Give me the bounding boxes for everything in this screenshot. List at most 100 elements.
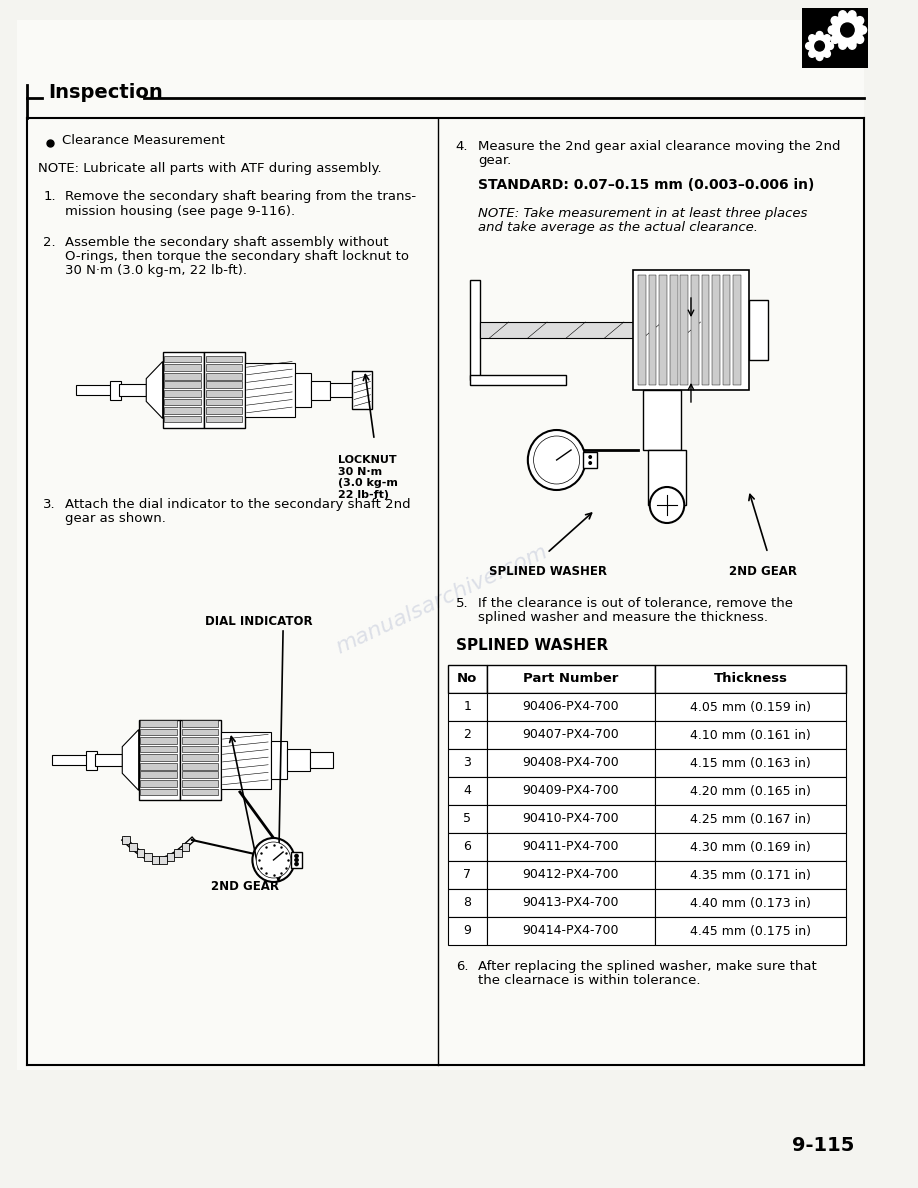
Bar bbox=[164, 355, 201, 362]
Circle shape bbox=[848, 42, 856, 49]
Bar bbox=[206, 355, 242, 362]
Circle shape bbox=[806, 43, 812, 50]
Circle shape bbox=[831, 17, 839, 25]
Text: 90411-PX4-700: 90411-PX4-700 bbox=[522, 840, 619, 853]
Circle shape bbox=[831, 36, 839, 44]
Text: If the clearance is out of tolerance, remove the: If the clearance is out of tolerance, re… bbox=[478, 598, 793, 609]
Bar bbox=[670, 274, 677, 385]
Bar bbox=[655, 748, 846, 777]
Text: 90406-PX4-700: 90406-PX4-700 bbox=[522, 701, 619, 714]
Bar bbox=[182, 754, 218, 762]
Bar bbox=[140, 746, 177, 752]
Text: the clearnace is within tolerance.: the clearnace is within tolerance. bbox=[478, 974, 700, 987]
Bar bbox=[167, 853, 174, 861]
Bar bbox=[310, 752, 333, 767]
Bar bbox=[448, 721, 487, 748]
Polygon shape bbox=[245, 364, 295, 417]
Bar bbox=[164, 381, 201, 388]
Bar bbox=[180, 720, 220, 800]
Bar bbox=[470, 375, 566, 385]
Circle shape bbox=[809, 34, 830, 57]
Bar bbox=[206, 373, 242, 379]
Circle shape bbox=[827, 43, 834, 50]
Circle shape bbox=[809, 34, 815, 42]
Circle shape bbox=[839, 11, 846, 19]
Bar bbox=[291, 852, 302, 868]
Text: 4.30 mm (0.169 in): 4.30 mm (0.169 in) bbox=[690, 840, 811, 853]
Text: 90413-PX4-700: 90413-PX4-700 bbox=[522, 897, 619, 910]
Text: 4.25 mm (0.167 in): 4.25 mm (0.167 in) bbox=[690, 813, 811, 826]
Bar bbox=[633, 270, 748, 390]
Text: No: No bbox=[457, 672, 477, 685]
Bar bbox=[140, 771, 177, 778]
Bar bbox=[638, 274, 646, 385]
Bar bbox=[140, 789, 177, 795]
Text: Thickness: Thickness bbox=[713, 672, 788, 685]
Circle shape bbox=[256, 842, 291, 878]
Text: 3: 3 bbox=[464, 757, 471, 770]
Circle shape bbox=[533, 436, 579, 484]
Bar bbox=[164, 390, 201, 397]
Text: 90408-PX4-700: 90408-PX4-700 bbox=[522, 757, 619, 770]
Bar bbox=[220, 732, 271, 789]
Bar bbox=[487, 721, 655, 748]
Bar bbox=[655, 889, 846, 917]
Circle shape bbox=[588, 455, 592, 459]
Bar bbox=[330, 384, 353, 397]
Bar bbox=[701, 274, 710, 385]
Bar bbox=[164, 373, 201, 379]
Circle shape bbox=[816, 53, 823, 61]
Bar bbox=[129, 842, 137, 851]
Bar bbox=[119, 384, 146, 396]
Text: 1: 1 bbox=[464, 701, 471, 714]
Bar bbox=[17, 20, 864, 1070]
Bar bbox=[204, 352, 245, 428]
Text: 9-115: 9-115 bbox=[792, 1136, 855, 1155]
Text: NOTE: Take measurement in at least three places: NOTE: Take measurement in at least three… bbox=[478, 207, 807, 220]
Bar bbox=[206, 381, 242, 388]
Bar bbox=[487, 889, 655, 917]
Bar bbox=[448, 805, 487, 833]
Bar bbox=[140, 720, 177, 727]
Circle shape bbox=[841, 23, 854, 37]
Text: 90410-PX4-700: 90410-PX4-700 bbox=[522, 813, 619, 826]
Text: 7: 7 bbox=[464, 868, 471, 881]
Text: 9: 9 bbox=[464, 924, 471, 937]
Text: 90412-PX4-700: 90412-PX4-700 bbox=[522, 868, 619, 881]
Bar bbox=[353, 371, 373, 409]
Bar bbox=[271, 741, 287, 779]
Text: After replacing the splined washer, make sure that: After replacing the splined washer, make… bbox=[478, 960, 817, 973]
Circle shape bbox=[295, 854, 298, 858]
Bar bbox=[733, 274, 741, 385]
Bar bbox=[487, 748, 655, 777]
Bar bbox=[648, 450, 686, 505]
Text: 2ND GEAR: 2ND GEAR bbox=[211, 880, 279, 893]
Bar bbox=[140, 763, 177, 770]
Bar bbox=[182, 738, 218, 744]
Bar bbox=[487, 833, 655, 861]
Text: Assemble the secondary shaft assembly without: Assemble the secondary shaft assembly wi… bbox=[65, 236, 388, 249]
Text: O-rings, then torque the secondary shaft locknut to: O-rings, then torque the secondary shaft… bbox=[65, 249, 409, 263]
Circle shape bbox=[650, 487, 684, 523]
Bar bbox=[655, 861, 846, 889]
Circle shape bbox=[528, 430, 586, 489]
Bar bbox=[480, 322, 748, 339]
Circle shape bbox=[295, 858, 298, 862]
Polygon shape bbox=[122, 729, 139, 790]
Text: 4.45 mm (0.175 in): 4.45 mm (0.175 in) bbox=[690, 924, 811, 937]
Text: manualsarchive.com: manualsarchive.com bbox=[332, 542, 551, 658]
Bar bbox=[164, 416, 201, 422]
Text: 6: 6 bbox=[464, 840, 471, 853]
Circle shape bbox=[856, 17, 864, 25]
Bar bbox=[448, 665, 487, 693]
Circle shape bbox=[839, 42, 846, 49]
Bar bbox=[649, 274, 656, 385]
Bar bbox=[144, 853, 152, 861]
Text: Part Number: Part Number bbox=[523, 672, 618, 685]
Text: 90409-PX4-700: 90409-PX4-700 bbox=[522, 784, 619, 797]
Bar bbox=[655, 917, 846, 944]
Bar bbox=[448, 748, 487, 777]
Circle shape bbox=[815, 42, 824, 51]
Bar bbox=[287, 748, 310, 771]
Bar bbox=[159, 855, 167, 864]
